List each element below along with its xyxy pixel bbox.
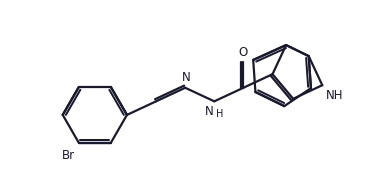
Text: O: O [239, 46, 248, 59]
Text: NH: NH [326, 89, 343, 102]
Text: N: N [182, 71, 191, 84]
Text: N: N [205, 105, 213, 118]
Text: Br: Br [62, 149, 75, 162]
Text: H: H [216, 109, 223, 119]
